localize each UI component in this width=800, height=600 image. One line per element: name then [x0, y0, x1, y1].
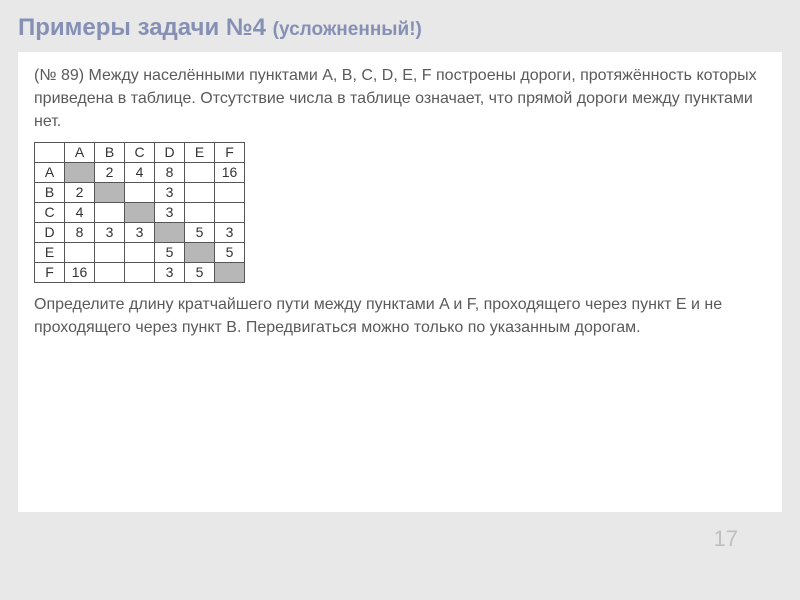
table-header-cell: B: [95, 142, 125, 162]
table-cell: [125, 242, 155, 262]
table-cell: 3: [155, 262, 185, 282]
table-cell: [185, 242, 215, 262]
table-cell: [125, 182, 155, 202]
table-cell: [185, 182, 215, 202]
table-row-label: E: [35, 242, 65, 262]
table-row: B2 3: [35, 182, 245, 202]
table-header-cell: D: [155, 142, 185, 162]
page-title: Примеры задачи №4 (усложненный!): [18, 14, 782, 42]
table-header-cell: E: [185, 142, 215, 162]
table-header-cell: F: [215, 142, 245, 162]
table-cell: [185, 162, 215, 182]
table-header-row: A B C D E F: [35, 142, 245, 162]
table-cell: [185, 202, 215, 222]
table-cell: 3: [215, 222, 245, 242]
table-header-cell: A: [65, 142, 95, 162]
title-main: Примеры задачи №4: [18, 14, 273, 41]
table-cell: [125, 202, 155, 222]
table-cell: 5: [185, 222, 215, 242]
table-cell: 16: [215, 162, 245, 182]
table-cell: 8: [155, 162, 185, 182]
page-number: 17: [714, 526, 738, 552]
table-cell: [215, 202, 245, 222]
table-cell: [125, 262, 155, 282]
table-cell: 3: [95, 222, 125, 242]
question-text: Определите длину кратчайшего пути между …: [34, 293, 766, 339]
problem-intro: (№ 89) Между населёнными пунктами A, B, …: [34, 64, 766, 134]
table-row: F16 35: [35, 262, 245, 282]
table-row-label: B: [35, 182, 65, 202]
table-cell: [95, 202, 125, 222]
table-row-label: C: [35, 202, 65, 222]
table-cell: 4: [125, 162, 155, 182]
table-cell: 5: [185, 262, 215, 282]
table-cell: 2: [65, 182, 95, 202]
table-cell: [215, 182, 245, 202]
title-subtitle: (усложненный!): [273, 19, 422, 40]
table-row: A 248 16: [35, 162, 245, 182]
table-cell: 5: [155, 242, 185, 262]
table-cell: 5: [215, 242, 245, 262]
table-row: D83353: [35, 222, 245, 242]
table-cell: 16: [65, 262, 95, 282]
table-cell: 3: [155, 202, 185, 222]
table-header-cell: C: [125, 142, 155, 162]
table-cell: [95, 182, 125, 202]
table-cell: 4: [65, 202, 95, 222]
distance-table: A B C D E F A24816B23C43D83353E55F1635: [34, 142, 245, 283]
table-row-label: D: [35, 222, 65, 242]
distance-table-wrap: A B C D E F A24816B23C43D83353E55F1635: [34, 142, 766, 283]
table-cell: 2: [95, 162, 125, 182]
table-row: E 5 5: [35, 242, 245, 262]
table-cell: [95, 262, 125, 282]
table-cell: [65, 162, 95, 182]
table-row-label: F: [35, 262, 65, 282]
content-box: (№ 89) Между населёнными пунктами A, B, …: [18, 52, 782, 512]
table-row: C4 3: [35, 202, 245, 222]
table-cell: [95, 242, 125, 262]
table-cell: [215, 262, 245, 282]
table-cell: 8: [65, 222, 95, 242]
table-cell: [155, 222, 185, 242]
table-row-label: A: [35, 162, 65, 182]
table-cell: 3: [125, 222, 155, 242]
table-cell: 3: [155, 182, 185, 202]
table-header-cell: [35, 142, 65, 162]
slide: Примеры задачи №4 (усложненный!) (№ 89) …: [0, 0, 800, 600]
table-cell: [65, 242, 95, 262]
